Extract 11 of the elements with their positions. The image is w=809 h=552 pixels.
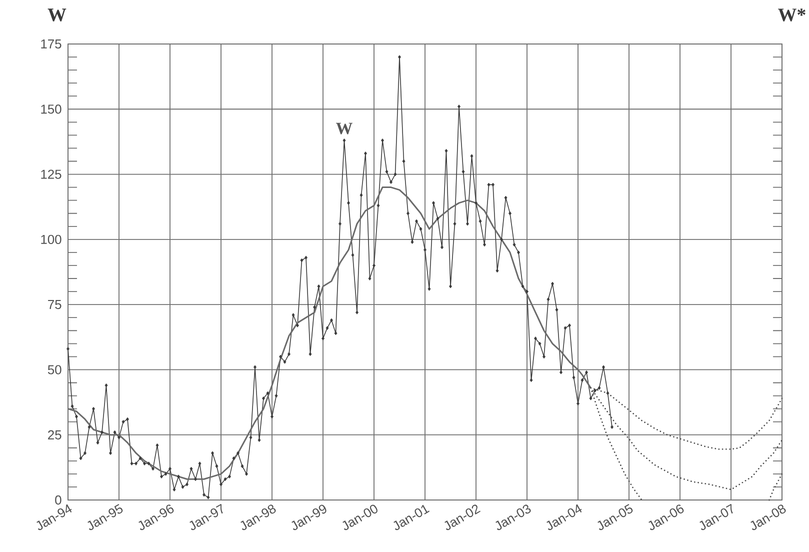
y-tick-label: 50 [48, 365, 62, 374]
y-tick-label: 0 [55, 495, 62, 505]
y-tick-label: 75 [48, 300, 62, 310]
y-tick-label: 125 [41, 170, 62, 179]
y-tick-label: 175 [41, 39, 62, 49]
y-axis-title: W [48, 8, 66, 22]
y-tick-label: 150 [41, 104, 62, 114]
y2-axis-title: W* [778, 8, 806, 22]
y-tick-label: 25 [48, 430, 62, 440]
y-tick-label: 100 [41, 234, 62, 244]
series-label: W [336, 122, 352, 134]
